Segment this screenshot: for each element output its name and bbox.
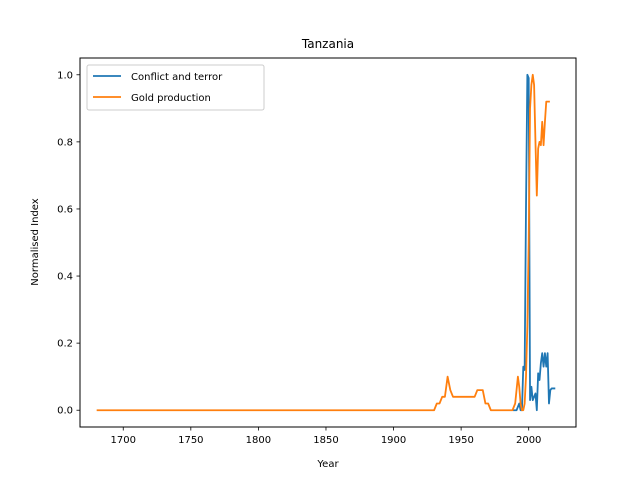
y-tick-label: 0.0 [57, 406, 73, 417]
legend-box [86, 64, 265, 111]
series-layer [96, 73, 556, 412]
x-axis-label: Year [316, 459, 339, 470]
y-tick-label: 0.6 [57, 204, 73, 215]
y-tick-label: 0.4 [57, 272, 73, 283]
legend: Conflict and terror Gold production [86, 64, 265, 111]
tick-layer: 1700 1750 1800 1850 1900 1950 2000 0.0 0.2 0.4 0.6… [57, 70, 541, 446]
series-line-conflict-and-terror [512, 73, 556, 412]
legend-label-conflict-and-terror: Conflict and terror [131, 72, 223, 83]
x-tick-label: 1750 [178, 435, 203, 446]
y-tick-label: 0.2 [57, 339, 73, 350]
y-tick-label: 1.0 [57, 70, 73, 81]
x-tick-label: 2000 [516, 435, 541, 446]
plot-frame [79, 57, 577, 428]
series-line-gold-production [96, 73, 550, 412]
x-tick-label: 1700 [111, 435, 136, 446]
x-tick-label: 1800 [246, 435, 271, 446]
x-tick-label: 1950 [448, 435, 473, 446]
x-tick-label: 1900 [381, 435, 406, 446]
x-tick-label: 1850 [313, 435, 338, 446]
y-axis-label: Normalised Index [30, 198, 41, 285]
y-tick-label: 0.8 [57, 137, 73, 148]
legend-label-gold-production: Gold production [131, 93, 211, 104]
chart-title: Tanzania [301, 37, 354, 51]
